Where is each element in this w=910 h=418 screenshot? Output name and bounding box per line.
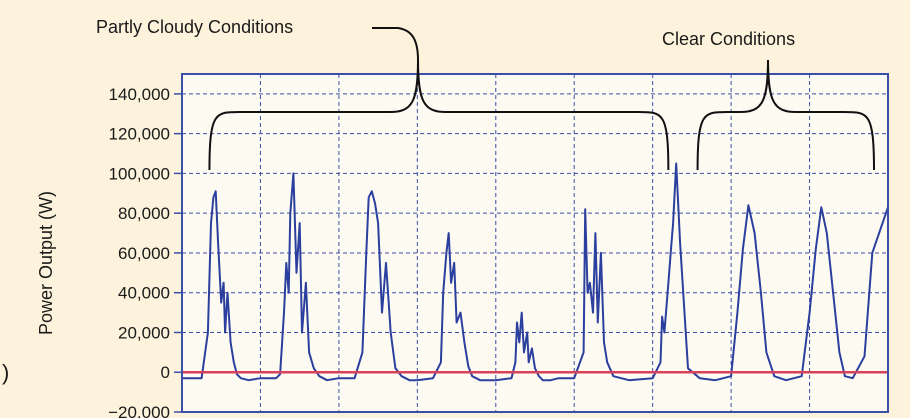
y-tick-label: −20,000 xyxy=(108,403,170,418)
clear-brace xyxy=(696,59,875,171)
y-axis-label: Power Output (W) xyxy=(36,191,56,335)
y-tick-label: 0 xyxy=(161,363,170,382)
plot-area xyxy=(182,74,888,412)
left-edge-glyph: ) xyxy=(2,360,9,385)
power-output-series xyxy=(182,162,889,382)
y-tick-label: 60,000 xyxy=(118,244,170,263)
partly-cloudy-label: Partly Cloudy Conditions xyxy=(96,17,293,37)
y-tick-label: 40,000 xyxy=(118,284,170,303)
plot-frame xyxy=(181,73,889,413)
clear-label: Clear Conditions xyxy=(662,29,795,49)
y-tick-label: 140,000 xyxy=(109,85,170,104)
y-tick-label: 20,000 xyxy=(118,323,170,342)
y-tick-label: 120,000 xyxy=(109,125,170,144)
y-tick-label: 100,000 xyxy=(109,164,170,183)
y-tick-label: 80,000 xyxy=(118,204,170,223)
partly-cloudy-leader xyxy=(372,27,419,61)
